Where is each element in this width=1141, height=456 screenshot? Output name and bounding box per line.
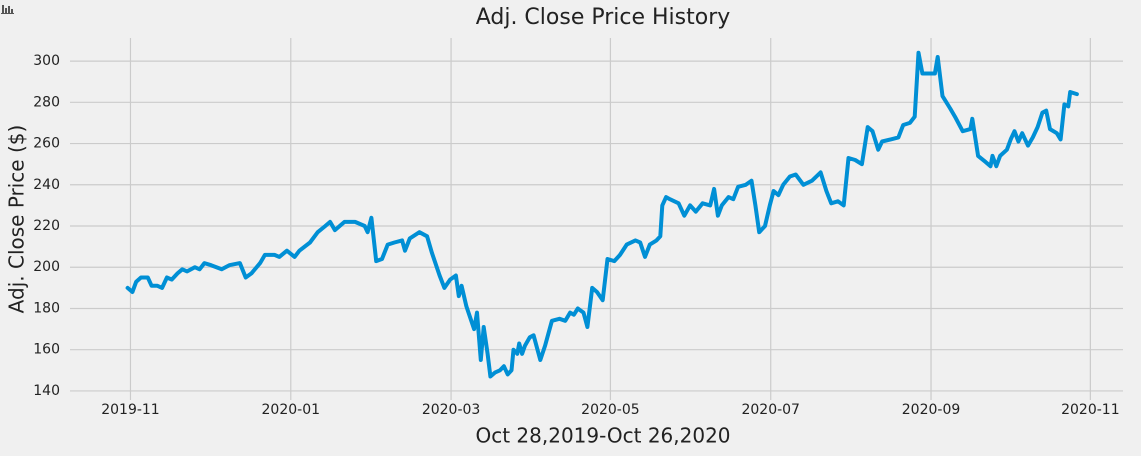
x-tick-label: 2020-05 <box>581 402 640 418</box>
y-tick-label: 220 <box>33 218 60 234</box>
y-tick-label: 140 <box>33 383 60 399</box>
price-line <box>125 50 1079 379</box>
x-tick-label: 2019-11 <box>101 402 160 418</box>
y-axis-label: Adj. Close Price ($) <box>5 125 29 314</box>
x-tick-label: 2020-07 <box>741 402 800 418</box>
x-axis-label: Oct 28,2019-Oct 26,2020 <box>475 424 730 448</box>
y-tick-label: 280 <box>33 94 60 110</box>
y-tick-label: 260 <box>33 136 60 152</box>
x-tick-label: 2020-03 <box>422 402 481 418</box>
y-tick-label: 300 <box>33 53 60 69</box>
y-tick-label: 180 <box>33 300 60 316</box>
chart-icon <box>1 5 14 14</box>
y-tick-label: 240 <box>33 177 60 193</box>
x-tick-label: 2020-09 <box>902 402 961 418</box>
chart-title: Adj. Close Price History <box>476 5 731 30</box>
y-tick-label: 160 <box>33 342 60 358</box>
y-tick-label: 200 <box>33 259 60 275</box>
x-tick-label: 2020-01 <box>262 402 321 418</box>
x-tick-label: 2020-11 <box>1061 402 1120 418</box>
